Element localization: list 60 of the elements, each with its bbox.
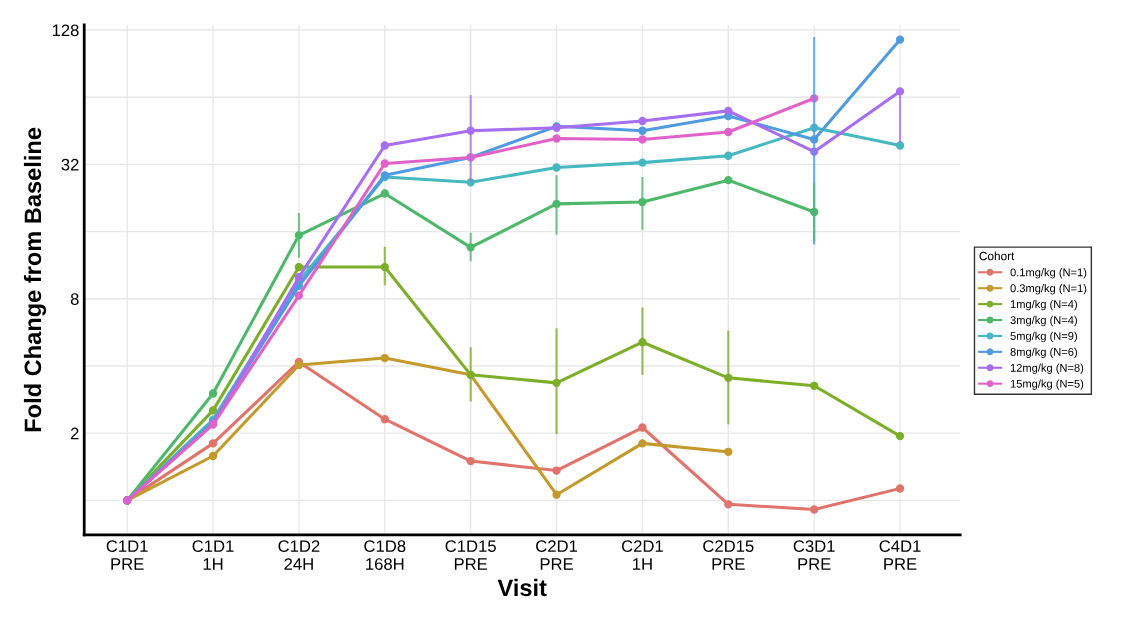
- point: [208, 389, 218, 398]
- x-tick-label: C1D8 168H: [364, 540, 406, 570]
- legend-title: Cohort: [979, 251, 1015, 261]
- x-tick-label: C2D15 PRE: [703, 540, 754, 570]
- legend-label: 0.1mg/kg (N=1): [1010, 268, 1087, 279]
- point: [380, 415, 389, 424]
- legend-label: 5mg/kg (N=9): [1010, 331, 1077, 343]
- point: [724, 151, 733, 160]
- point: [638, 126, 647, 135]
- legend-label: 1mg/kg (N=4): [1010, 299, 1077, 311]
- legend-label: 12mg/kg (N=8): [1010, 363, 1084, 374]
- point: [294, 272, 304, 282]
- point: [638, 439, 647, 448]
- point: [724, 106, 733, 116]
- point: [552, 466, 561, 475]
- point: [895, 431, 905, 441]
- legend-label: 3mg/kg (N=4): [1010, 315, 1077, 327]
- point: [208, 439, 218, 448]
- point: [724, 127, 733, 137]
- y-tick-label: 32: [61, 158, 79, 171]
- point: [724, 175, 733, 185]
- point: [380, 159, 389, 168]
- point: [466, 456, 475, 466]
- point: [552, 490, 561, 499]
- legend-label: 8mg/kg (N=6): [1010, 347, 1077, 359]
- x-tick-label: C2D1 1H: [621, 540, 663, 570]
- point: [380, 189, 389, 198]
- point: [638, 423, 647, 432]
- y-tick-label: 8: [70, 293, 79, 305]
- point: [638, 116, 647, 126]
- x-tick-label: C1D1 1H: [192, 540, 234, 570]
- point: [724, 447, 733, 456]
- legend-label: 15mg/kg (N=5): [1010, 379, 1084, 390]
- x-axis-title: Visit: [497, 578, 547, 597]
- x-tick-label: C1D1 PRE: [106, 540, 148, 570]
- x-tick-label: C1D2 24H: [278, 540, 320, 570]
- point: [552, 163, 561, 172]
- point: [724, 500, 733, 509]
- point: [810, 381, 819, 390]
- point: [552, 134, 561, 143]
- x-tick-label: C2D1 PRE: [536, 540, 578, 570]
- point: [895, 484, 905, 493]
- y-tick-label: 128: [52, 24, 79, 37]
- point: [895, 35, 905, 44]
- point: [810, 505, 819, 514]
- x-tick-label: C3D1 PRE: [793, 540, 835, 570]
- point: [208, 406, 218, 415]
- point: [380, 353, 389, 363]
- point: [294, 262, 304, 272]
- point: [208, 451, 218, 461]
- point: [294, 291, 304, 300]
- point: [895, 141, 905, 150]
- legend-label: 0.3mg/kg (N=1): [1010, 284, 1087, 295]
- x-tick-label: C4D1 PRE: [879, 540, 921, 570]
- y-axis-title: Fold Change from Baseline: [23, 127, 46, 432]
- point: [638, 135, 647, 144]
- point: [380, 141, 389, 150]
- point: [638, 158, 647, 167]
- y-tick-label: 2: [70, 427, 79, 440]
- x-tick-label: C1D15 PRE: [445, 540, 496, 570]
